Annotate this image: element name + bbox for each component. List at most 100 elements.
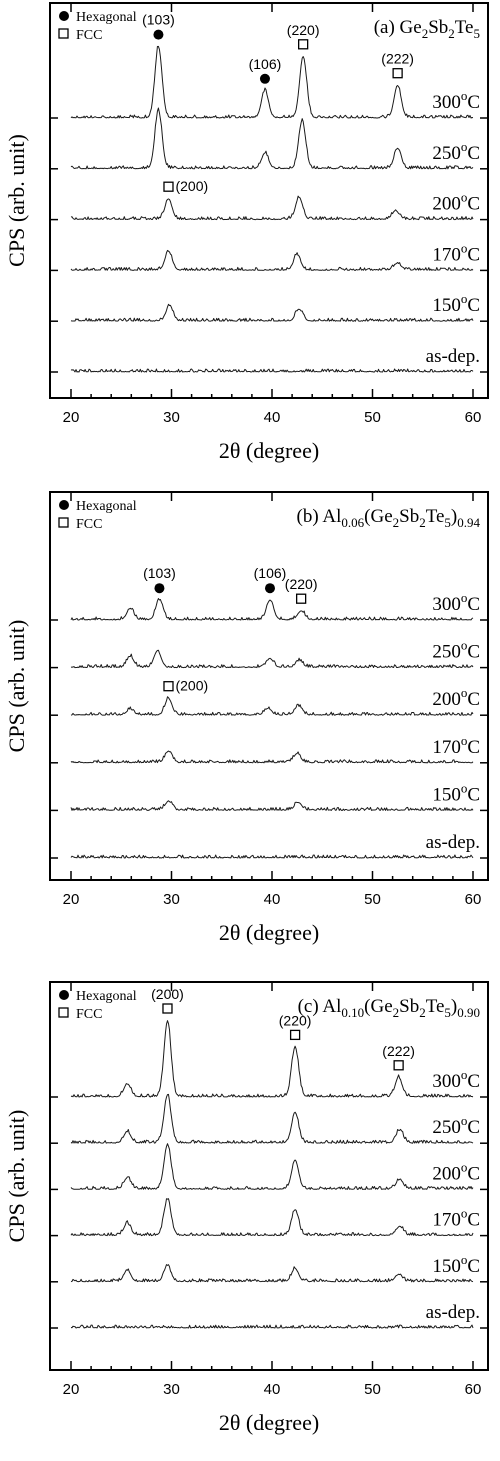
temperature-degree: o [461,733,468,748]
y-axis-label: CPS (arb. unit) [4,1110,29,1243]
peak-label: (220) [285,576,318,592]
chart-panel-c: 20 30 40 50 60 2θ (degree) CPS (arb. unit) (c) … [4,981,489,1435]
panel-title: (c) Al0.10(Ge2Sb2Te5)0.90 [298,996,480,1020]
temperature-value: 200 [432,1163,461,1184]
title-part: 2 [419,1005,426,1020]
temperature-unit: C [467,737,480,758]
title-part: 5 [444,515,451,530]
plot-frame [49,2,489,399]
panel-title: (a) Ge2Sb2Te5 [374,17,480,41]
temperature-degree: o [461,139,468,154]
temperature-degree: o [461,240,468,255]
temperature-value: 250 [432,143,461,164]
plot-frame [49,491,489,881]
temperature-unit: C [467,1210,480,1231]
temperature-degree: o [461,291,468,306]
legend-label: FCC [76,28,102,43]
x-axis-label: 2θ (degree) [219,920,319,945]
legend: Hexagonal FCC [58,499,137,532]
temperature-label: as-dep. [426,346,480,367]
title-part: 2 [422,26,429,41]
title-part: Te [455,17,474,38]
trace-170 [70,750,474,764]
legend-hexagonal-marker [59,500,69,510]
temperature-value: 150 [432,784,461,805]
title-part: (a) [374,17,400,38]
fcc-peak-marker [163,181,174,192]
trace-asdep [70,1324,474,1329]
title-part: (b) [297,506,323,527]
temperature-value: 250 [432,1117,461,1138]
title-part: (Ge [364,996,392,1017]
fcc-peak-marker [163,681,174,692]
title-part: 0.90 [457,1005,480,1020]
chart-panel-b: 20 30 40 50 60 2θ (degree) CPS (arb. unit) (b) … [4,491,489,945]
peak-label: (220) [287,22,320,38]
temperature-degree: o [461,1159,468,1174]
hexagonal-peak-marker [264,583,275,594]
trace-250 [70,649,474,669]
legend-fcc-marker [58,517,69,528]
fcc-peak-marker [298,39,309,50]
temperature-label: 300oC [432,88,480,113]
temperature-label: 250oC [432,638,480,663]
legend-hexagonal-marker [59,990,69,1000]
temperature-value: 200 [432,689,461,710]
title-part: 2 [393,515,400,530]
temperature-label: 200oC [432,190,480,215]
temperature-degree: o [461,685,468,700]
plot-frame [49,981,489,1371]
temperature-value: 300 [432,92,461,113]
x-tick-label: 20 [63,409,80,426]
title-part: Te [426,996,445,1017]
legend: Hexagonal FCC [58,989,137,1022]
fcc-peak-marker [392,68,403,79]
x-axis-label: 2θ (degree) [219,438,319,463]
temperature-value: 300 [432,1071,461,1092]
trace-250 [70,107,474,170]
title-part: Te [426,506,445,527]
temperature-unit: C [467,295,480,316]
temperature-label: 150oC [432,291,480,316]
temperature-value: 170 [432,244,461,265]
temperature-value: 300 [432,594,461,615]
title-part: 2 [393,1005,400,1020]
temperature-label: 170oC [432,240,480,265]
peak-label: (222) [381,51,414,67]
temperature-degree: o [461,1113,468,1128]
legend-label: FCC [76,517,102,532]
trace-300 [70,1020,474,1098]
temperature-label: 170oC [432,1206,480,1231]
trace-300 [70,598,474,621]
title-part: 5 [474,26,481,41]
title-part: Sb [399,996,419,1017]
temperature-value: 150 [432,1256,461,1277]
fcc-peak-marker [289,1029,301,1041]
x-tick-label: 20 [63,1381,80,1398]
x-tick-label: 50 [364,1381,381,1398]
title-part: 0.06 [341,515,364,530]
temperature-label: 250oC [432,1113,480,1138]
temperature-degree: o [461,780,468,795]
legend-fcc-marker [58,1007,69,1018]
chart-panel-a: 20 30 40 50 60 2θ (degree) CPS (arb. unit) (a) … [4,2,489,463]
x-tick-label: 30 [163,1381,180,1398]
hexagonal-peak-marker [153,29,164,40]
trace-170 [70,1198,474,1237]
title-part: Al [322,996,341,1017]
trace-asdep [70,368,474,373]
temperature-degree: o [461,1067,468,1082]
temperature-label: 170oC [432,733,480,758]
trace-250 [70,1093,474,1144]
fcc-peak-marker [295,593,307,604]
y-axis-label: CPS (arb. unit) [4,620,29,753]
title-part: (c) [298,996,323,1017]
x-tick-label: 30 [163,891,180,908]
temperature-value: 200 [432,194,461,215]
trace-170 [70,249,474,271]
temperature-degree: o [461,1252,468,1267]
title-part: Sb [399,506,419,527]
x-tick-label: 60 [465,891,482,908]
temperature-degree: o [461,1206,468,1221]
temperature-degree: o [461,190,468,205]
